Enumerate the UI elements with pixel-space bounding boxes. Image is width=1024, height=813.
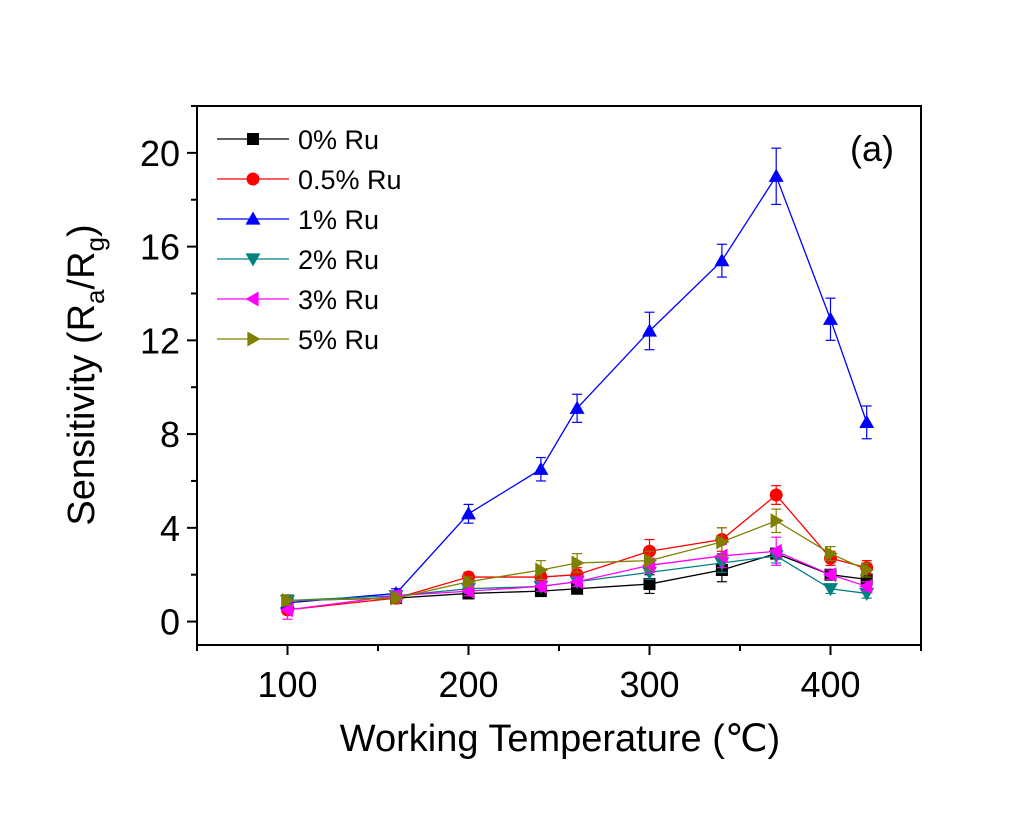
data-point	[281, 592, 295, 608]
series-line	[287, 174, 868, 604]
data-point	[462, 574, 476, 590]
data-point	[859, 578, 873, 594]
data-point	[823, 567, 837, 583]
x-tick-label: 200	[438, 664, 498, 705]
legend-label: 5% Ru	[298, 325, 379, 355]
series-line	[287, 550, 867, 611]
data-point	[823, 583, 838, 597]
legend-marker	[247, 331, 261, 347]
panel-label: (a)	[850, 128, 894, 169]
data-point	[824, 546, 838, 562]
data-point	[533, 461, 549, 475]
axis-layer: 100 200 300 400 0 4 8 12 16 20	[140, 105, 922, 705]
legend-marker	[245, 211, 261, 225]
y-tick-label: 16	[140, 227, 180, 268]
legend-item: 0.5% Ru	[217, 165, 402, 195]
legend-item: 5% Ru	[217, 325, 379, 355]
data-point	[461, 583, 475, 599]
y-tick-label: 0	[160, 602, 180, 643]
data-point	[569, 400, 585, 414]
data-point	[716, 534, 730, 550]
legend-item: 3% Ru	[217, 285, 379, 315]
data-point	[461, 506, 476, 520]
series-line	[287, 520, 867, 602]
legend-label: 0% Ru	[298, 125, 379, 155]
series-line	[287, 555, 867, 602]
data-point	[768, 168, 784, 182]
y-tick-label: 20	[140, 133, 180, 174]
legend-marker	[247, 133, 259, 145]
data-point	[390, 590, 404, 606]
legend-label: 3% Ru	[298, 285, 379, 315]
data-point	[533, 578, 547, 594]
legend-marker	[245, 291, 259, 307]
series-1-ru	[280, 147, 875, 609]
legend-marker	[246, 172, 260, 186]
x-axis-title: Working Temperature (℃)	[340, 718, 780, 760]
data-point	[280, 602, 294, 618]
series-line	[287, 552, 867, 602]
series-5-ru	[281, 508, 875, 608]
series-3-ru	[280, 536, 873, 620]
y-tick-label: 12	[140, 320, 180, 361]
y-axis-title-mid: /R	[61, 251, 103, 289]
data-point	[535, 562, 549, 578]
y-tick-label: 4	[160, 508, 180, 549]
data-point	[714, 253, 730, 267]
data-point	[768, 543, 782, 559]
y-axis-title-end: )	[61, 224, 103, 237]
legend-item: 2% Ru	[217, 245, 379, 275]
legend-item: 1% Ru	[217, 205, 379, 235]
data-point	[861, 562, 875, 578]
legend-item: 0% Ru	[217, 125, 379, 155]
legend-marker	[245, 253, 261, 267]
x-tick-label: 300	[619, 664, 679, 705]
legend: 0% Ru 0.5% Ru 1% Ru 2% Ru 3% Ru 5% Ru	[217, 125, 402, 355]
x-tick-label: 400	[800, 664, 860, 705]
y-axis-title-sub-a: a	[80, 289, 110, 304]
legend-label: 0.5% Ru	[298, 165, 402, 195]
data-point	[643, 578, 656, 591]
series-layer	[280, 147, 875, 620]
y-axis-title-base: Sensitivity (R	[61, 304, 103, 526]
x-tick-label: 100	[257, 664, 317, 705]
data-point	[859, 414, 875, 428]
y-axis-title-sub-g: g	[80, 237, 110, 251]
legend-label: 1% Ru	[298, 205, 379, 235]
y-axis-title: Sensitivity (Ra/Rg)	[61, 224, 110, 525]
data-point	[823, 311, 838, 325]
y-tick-label: 8	[160, 414, 180, 455]
data-point	[643, 553, 657, 569]
data-point	[769, 488, 783, 502]
data-point	[571, 555, 585, 571]
data-point	[569, 574, 583, 590]
series-line	[287, 494, 867, 611]
legend-label: 2% Ru	[298, 245, 379, 275]
data-point	[642, 323, 657, 337]
data-point	[770, 513, 784, 529]
